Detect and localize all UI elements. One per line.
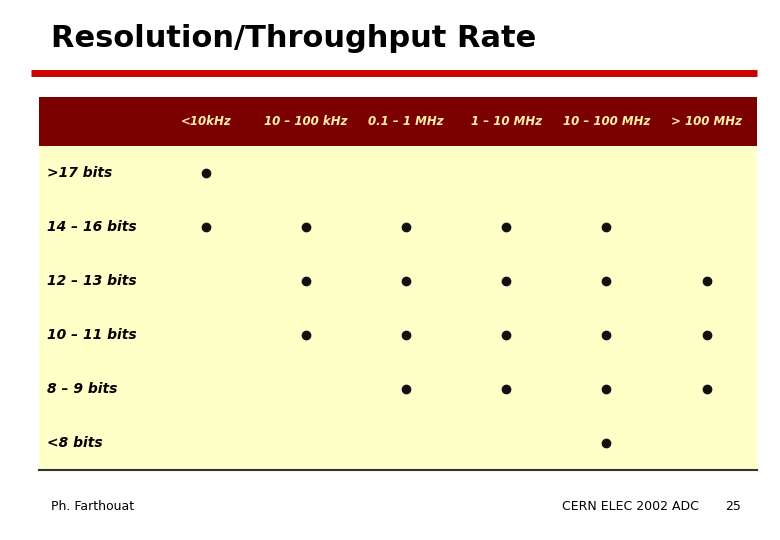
Text: <10kHz: <10kHz: [181, 115, 232, 128]
Text: 10 – 100 kHz: 10 – 100 kHz: [264, 115, 348, 128]
Text: 1 – 10 MHz: 1 – 10 MHz: [471, 115, 542, 128]
Text: <8 bits: <8 bits: [47, 436, 102, 450]
Text: 25: 25: [725, 500, 741, 513]
Text: 8 – 9 bits: 8 – 9 bits: [47, 382, 117, 396]
FancyBboxPatch shape: [39, 97, 757, 146]
Text: >17 bits: >17 bits: [47, 166, 112, 180]
Text: CERN ELEC 2002 ADC: CERN ELEC 2002 ADC: [562, 500, 698, 513]
Text: 10 – 100 MHz: 10 – 100 MHz: [562, 115, 651, 128]
Text: 10 – 11 bits: 10 – 11 bits: [47, 328, 136, 342]
Text: 0.1 – 1 MHz: 0.1 – 1 MHz: [368, 115, 444, 128]
Text: 14 – 16 bits: 14 – 16 bits: [47, 220, 136, 234]
Text: > 100 MHz: > 100 MHz: [671, 115, 742, 128]
FancyBboxPatch shape: [39, 146, 757, 470]
Text: 12 – 13 bits: 12 – 13 bits: [47, 274, 136, 288]
Text: Resolution/Throughput Rate: Resolution/Throughput Rate: [51, 24, 536, 53]
Text: Ph. Farthouat: Ph. Farthouat: [51, 500, 134, 513]
